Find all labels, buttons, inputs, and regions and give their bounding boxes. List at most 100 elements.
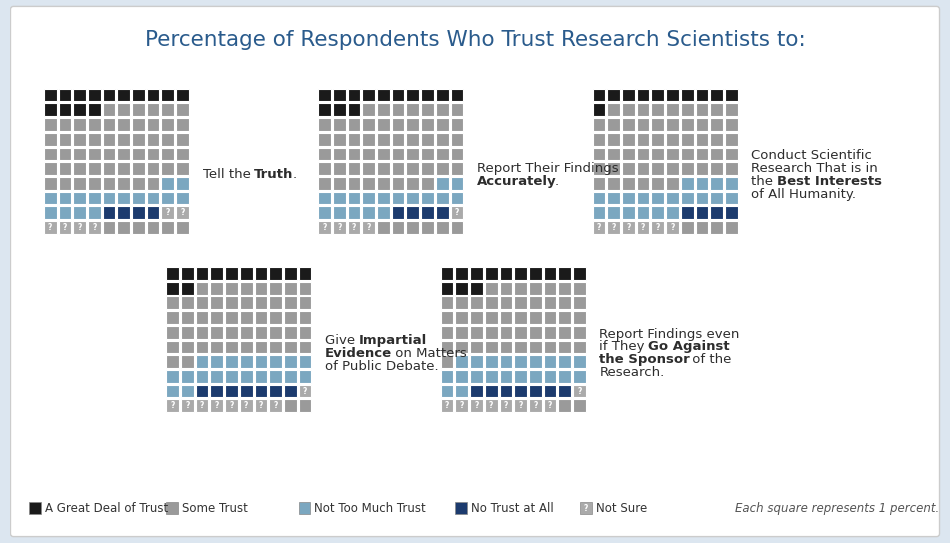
- Bar: [59, 89, 71, 102]
- Bar: [181, 311, 194, 324]
- Bar: [421, 177, 434, 190]
- Bar: [269, 355, 282, 368]
- Bar: [450, 177, 464, 190]
- Bar: [666, 89, 679, 102]
- Bar: [514, 282, 527, 294]
- Bar: [332, 89, 346, 102]
- Bar: [607, 89, 620, 102]
- Bar: [298, 326, 312, 339]
- Text: ?: ?: [367, 223, 370, 232]
- Bar: [470, 326, 483, 339]
- Bar: [44, 206, 57, 219]
- Bar: [470, 296, 483, 309]
- Bar: [580, 502, 592, 514]
- Text: ?: ?: [626, 223, 631, 232]
- Bar: [348, 103, 360, 116]
- Bar: [725, 103, 737, 116]
- Bar: [196, 282, 208, 294]
- Bar: [470, 340, 483, 353]
- Bar: [146, 89, 160, 102]
- Bar: [166, 400, 179, 412]
- Bar: [225, 296, 238, 309]
- Bar: [196, 326, 208, 339]
- Bar: [103, 177, 115, 190]
- Bar: [162, 221, 174, 234]
- Bar: [88, 206, 101, 219]
- Bar: [543, 340, 557, 353]
- Bar: [636, 177, 650, 190]
- Bar: [636, 221, 650, 234]
- Bar: [391, 192, 405, 204]
- Bar: [593, 133, 605, 146]
- Bar: [681, 162, 694, 175]
- Bar: [543, 326, 557, 339]
- Bar: [196, 296, 208, 309]
- Bar: [450, 148, 464, 160]
- Bar: [117, 206, 130, 219]
- Bar: [318, 103, 331, 116]
- Bar: [607, 118, 620, 131]
- Bar: [239, 267, 253, 280]
- Bar: [529, 267, 542, 280]
- Bar: [543, 296, 557, 309]
- Bar: [391, 177, 405, 190]
- Bar: [196, 355, 208, 368]
- Bar: [514, 267, 527, 280]
- Bar: [377, 177, 390, 190]
- Bar: [225, 340, 238, 353]
- Bar: [146, 148, 160, 160]
- Bar: [103, 162, 115, 175]
- Bar: [652, 162, 664, 175]
- Bar: [73, 206, 86, 219]
- Bar: [622, 192, 635, 204]
- Bar: [593, 192, 605, 204]
- Bar: [559, 267, 571, 280]
- Bar: [44, 221, 57, 234]
- Bar: [470, 282, 483, 294]
- Bar: [117, 103, 130, 116]
- Text: ?: ?: [533, 401, 538, 411]
- Bar: [529, 282, 542, 294]
- Bar: [132, 89, 144, 102]
- Bar: [298, 267, 312, 280]
- Bar: [362, 177, 375, 190]
- Text: Conduct Scientific: Conduct Scientific: [751, 149, 872, 162]
- Bar: [543, 311, 557, 324]
- Bar: [391, 221, 405, 234]
- Bar: [529, 326, 542, 339]
- Bar: [298, 340, 312, 353]
- Text: Some Trust: Some Trust: [182, 502, 248, 515]
- Bar: [73, 118, 86, 131]
- Bar: [450, 221, 464, 234]
- Bar: [441, 282, 453, 294]
- Bar: [255, 340, 267, 353]
- Bar: [318, 133, 331, 146]
- Text: ?: ?: [455, 208, 459, 217]
- Bar: [348, 89, 360, 102]
- Bar: [391, 89, 405, 102]
- Bar: [543, 282, 557, 294]
- Bar: [362, 148, 375, 160]
- Bar: [436, 133, 448, 146]
- Bar: [377, 221, 390, 234]
- Bar: [377, 192, 390, 204]
- Bar: [298, 296, 312, 309]
- Bar: [470, 355, 483, 368]
- Bar: [441, 311, 453, 324]
- Bar: [436, 192, 448, 204]
- Text: ?: ?: [77, 223, 82, 232]
- Bar: [269, 384, 282, 397]
- Bar: [455, 400, 468, 412]
- Bar: [711, 162, 723, 175]
- Bar: [652, 89, 664, 102]
- Bar: [441, 355, 453, 368]
- Bar: [132, 192, 144, 204]
- Bar: [225, 370, 238, 383]
- Bar: [59, 192, 71, 204]
- Bar: [695, 133, 709, 146]
- Bar: [162, 192, 174, 204]
- Bar: [514, 296, 527, 309]
- Bar: [666, 177, 679, 190]
- Text: Report Findings even: Report Findings even: [599, 328, 740, 340]
- Bar: [441, 326, 453, 339]
